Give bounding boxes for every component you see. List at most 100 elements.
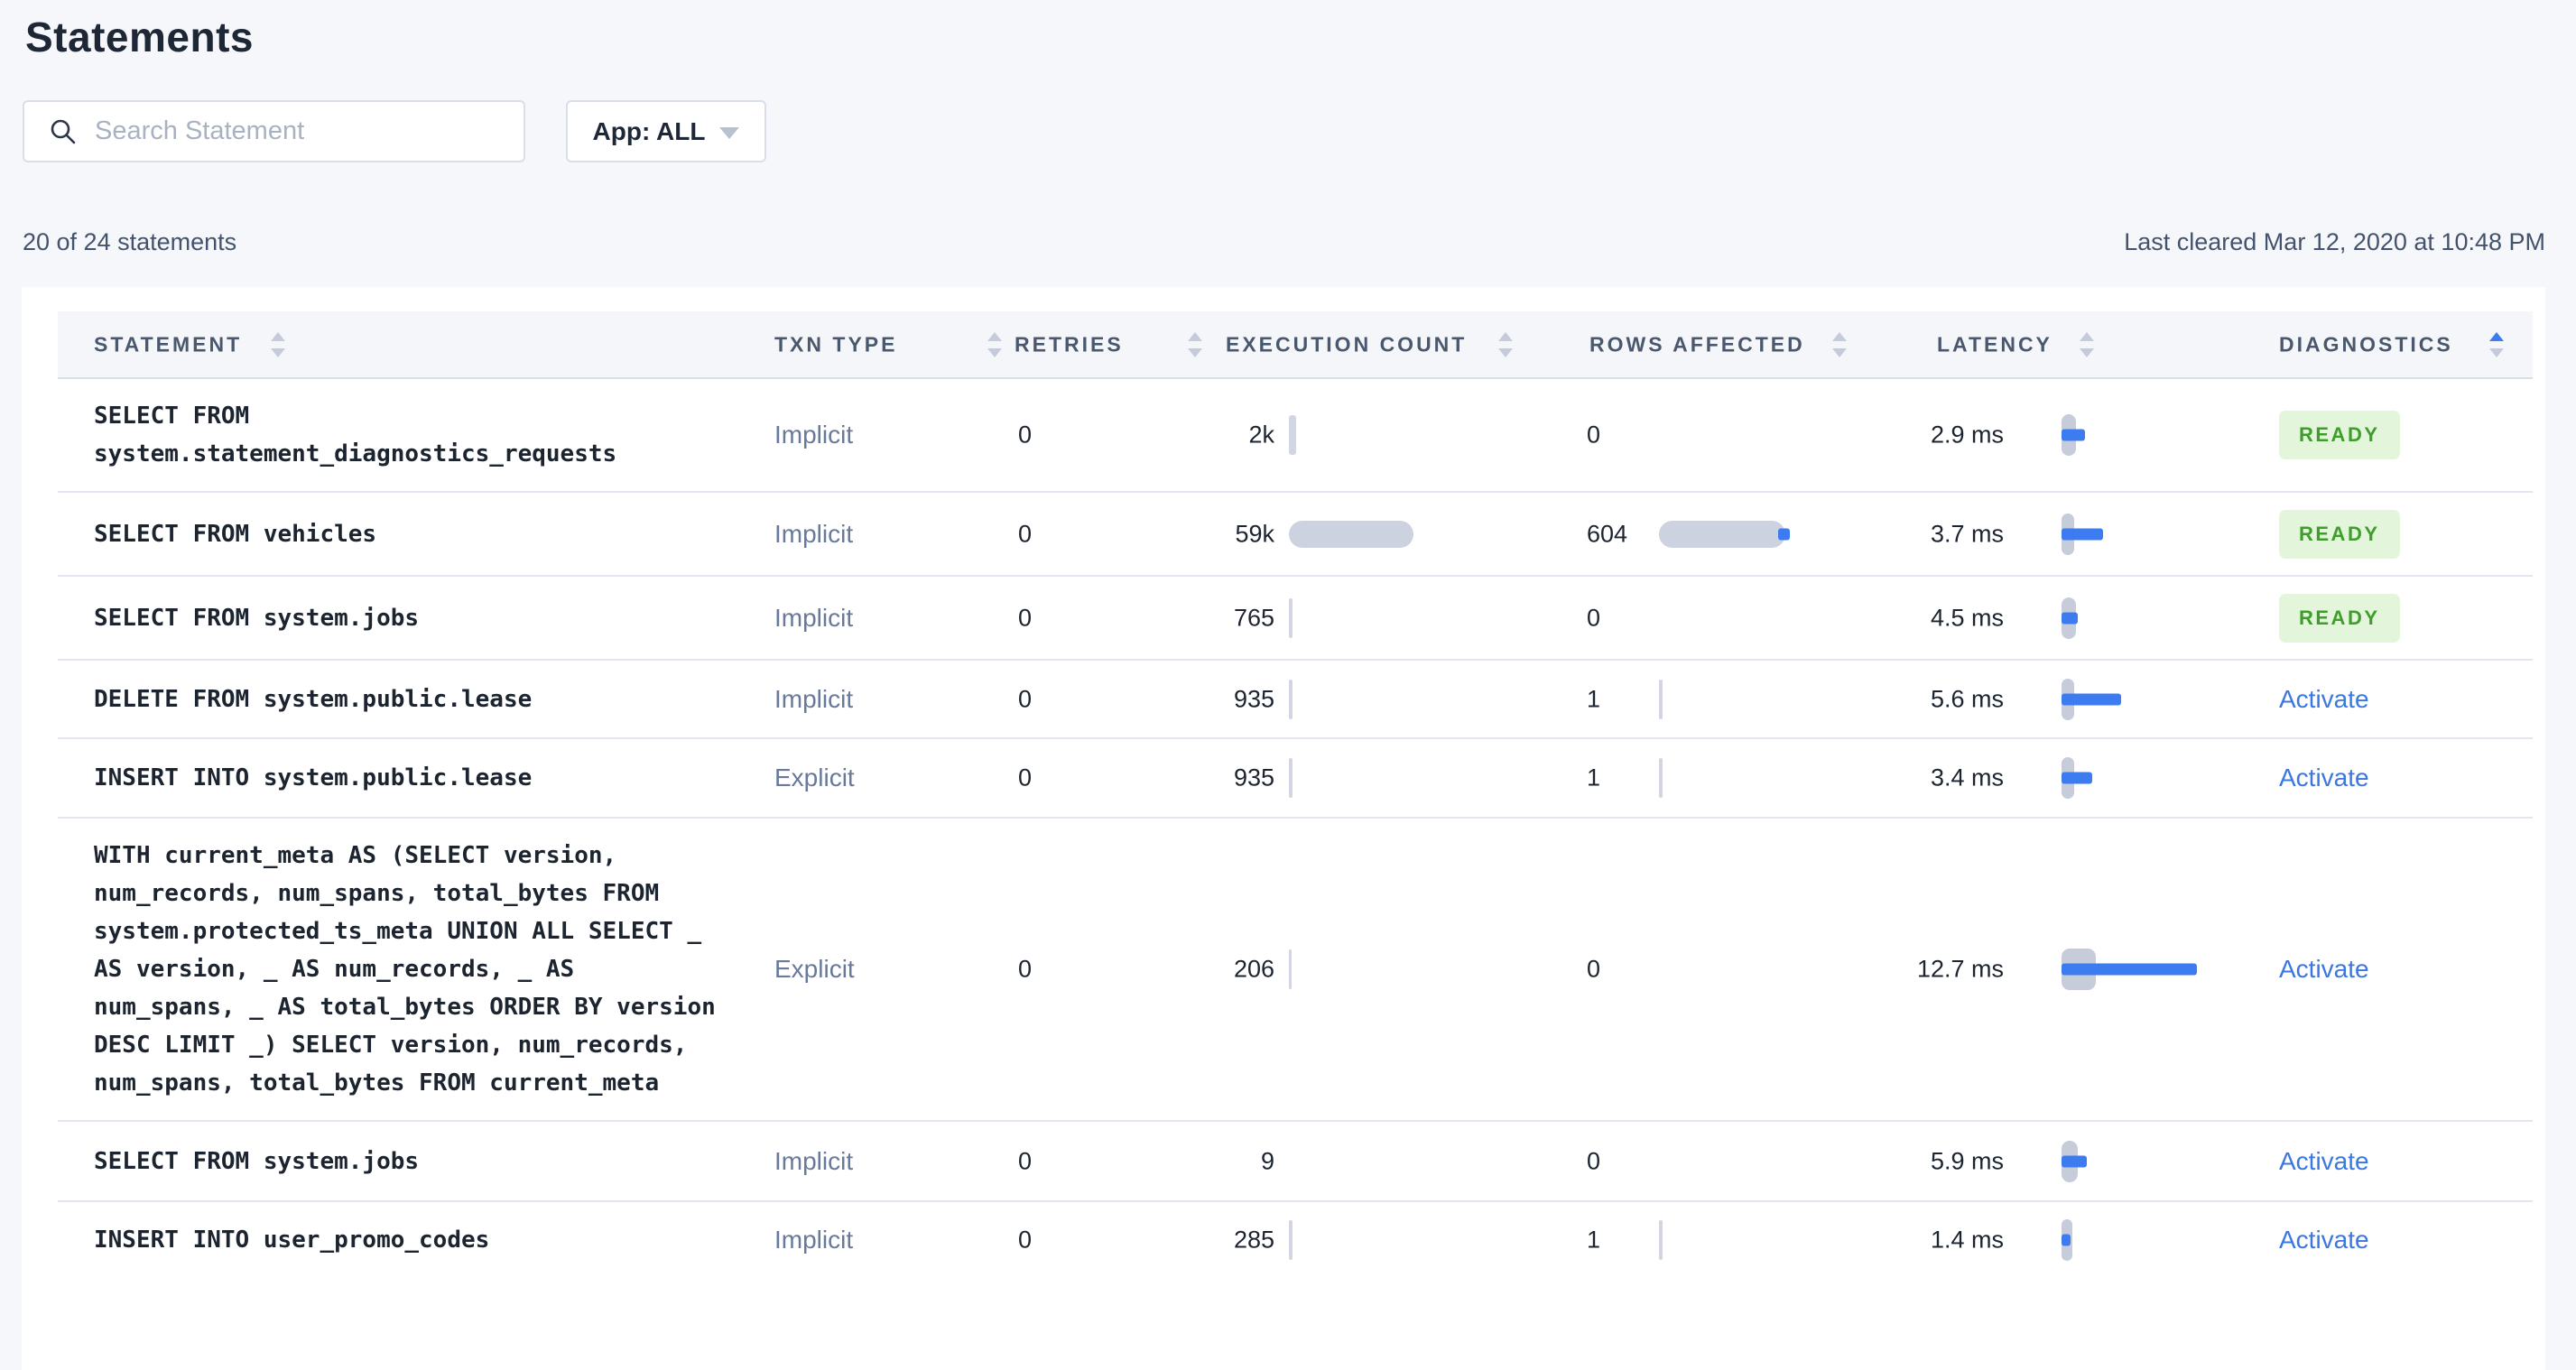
- statement-text[interactable]: WITH current_meta AS (SELECT version, nu…: [94, 842, 716, 1097]
- activate-diagnostics-link[interactable]: Activate: [2279, 1226, 2369, 1254]
- col-header-retries[interactable]: RETRIES: [1015, 332, 1124, 356]
- rows-affected-value: 0: [1587, 421, 1601, 449]
- execution-count-value: 285: [1233, 1226, 1274, 1254]
- retries-value: 0: [1018, 520, 1033, 547]
- app-filter-dropdown[interactable]: App: ALL: [566, 100, 766, 162]
- execution-count-bar: [1289, 597, 1293, 638]
- latency-value: 3.4 ms: [1930, 764, 2004, 791]
- sort-icon-execution-count[interactable]: [1498, 331, 1513, 357]
- rows-affected-value: 1: [1587, 764, 1601, 791]
- txn-type-value: Explicit: [774, 764, 855, 791]
- txn-type-value: Implicit: [774, 421, 854, 449]
- sort-icon-latency[interactable]: [2080, 331, 2094, 357]
- txn-type-value: Explicit: [774, 955, 855, 983]
- sort-icon-diagnostics[interactable]: [2489, 331, 2504, 357]
- chevron-down-icon: [719, 127, 740, 139]
- app-filter-label: App: ALL: [592, 116, 706, 145]
- execution-count-value: 2k: [1248, 421, 1274, 449]
- activate-diagnostics-link[interactable]: Activate: [2279, 1146, 2369, 1175]
- txn-type-value: Implicit: [774, 684, 854, 713]
- col-header-statement[interactable]: STATEMENT: [94, 332, 243, 356]
- execution-count-value: 765: [1233, 604, 1274, 631]
- statement-text[interactable]: INSERT INTO user_promo_codes: [94, 1227, 490, 1254]
- col-header-execution-count[interactable]: EXECUTION COUNT: [1226, 332, 1468, 356]
- retries-value: 0: [1018, 955, 1033, 983]
- sort-icon-retries[interactable]: [1188, 331, 1202, 357]
- table-header-row: STATEMENT TXN TYPE RETRIES EXECUTION COU…: [58, 311, 2533, 379]
- statements-table: STATEMENT TXN TYPE RETRIES EXECUTION COU…: [22, 287, 2545, 1370]
- rows-affected-bar: [1659, 520, 1790, 548]
- table-row[interactable]: WITH current_meta AS (SELECT version, nu…: [58, 819, 2533, 1122]
- latency-value: 3.7 ms: [1930, 520, 2004, 547]
- page-title: Statements: [25, 14, 254, 60]
- retries-value: 0: [1018, 764, 1033, 791]
- statement-count: 20 of 24 statements: [23, 228, 237, 255]
- execution-count-bar: [1289, 949, 1292, 989]
- sort-icon-txn-type[interactable]: [987, 331, 1002, 357]
- table-row[interactable]: SELECT FROM vehicles Implicit 0 59k 604 …: [58, 493, 2533, 577]
- statement-text[interactable]: SELECT FROM system.jobs: [94, 604, 420, 632]
- sort-icon-statement[interactable]: [271, 331, 285, 357]
- diagnostics-ready-badge[interactable]: READY: [2279, 509, 2400, 559]
- col-header-diagnostics[interactable]: DIAGNOSTICS: [2279, 332, 2453, 356]
- execution-count-value: 59k: [1235, 520, 1274, 547]
- activate-diagnostics-link[interactable]: Activate: [2279, 684, 2369, 713]
- rows-affected-bar: [1659, 1220, 1663, 1260]
- latency-value: 12.7 ms: [1916, 955, 2004, 983]
- rows-affected-value: 1: [1587, 685, 1601, 712]
- rows-affected-value: 1: [1587, 1226, 1601, 1254]
- latency-value: 5.9 ms: [1930, 1147, 2004, 1174]
- last-cleared-text: Last cleared Mar 12, 2020 at 10:48 PM: [2124, 228, 2545, 255]
- col-header-latency[interactable]: LATENCY: [1937, 332, 2052, 356]
- execution-count-bar: [1289, 1220, 1293, 1260]
- execution-count-bar: [1289, 758, 1293, 798]
- col-header-txn-type[interactable]: TXN TYPE: [774, 332, 898, 356]
- retries-value: 0: [1018, 421, 1033, 449]
- execution-count-bar: [1289, 520, 1413, 548]
- latency-value: 2.9 ms: [1930, 421, 2004, 449]
- statement-text[interactable]: INSERT INTO system.public.lease: [94, 764, 533, 791]
- execution-count-bar: [1289, 679, 1293, 719]
- diagnostics-ready-badge[interactable]: READY: [2279, 411, 2400, 459]
- statement-text[interactable]: DELETE FROM system.public.lease: [94, 685, 533, 713]
- table-row[interactable]: SELECT FROM system.jobs Implicit 0 765 0…: [58, 577, 2533, 661]
- latency-value: 5.6 ms: [1930, 685, 2004, 712]
- statement-text[interactable]: SELECT FROM system.statement_diagnostics…: [94, 403, 617, 467]
- execution-count-value: 935: [1233, 764, 1274, 791]
- execution-count-value: 9: [1260, 1147, 1274, 1174]
- txn-type-value: Implicit: [774, 603, 854, 632]
- statement-text[interactable]: SELECT FROM system.jobs: [94, 1147, 420, 1175]
- activate-diagnostics-link[interactable]: Activate: [2279, 955, 2369, 983]
- statement-text[interactable]: SELECT FROM vehicles: [94, 520, 377, 548]
- execution-count-bar: [1289, 415, 1296, 455]
- execution-count-value: 935: [1233, 685, 1274, 712]
- diagnostics-ready-badge[interactable]: READY: [2279, 593, 2400, 643]
- search-input[interactable]: [93, 116, 485, 147]
- activate-diagnostics-link[interactable]: Activate: [2279, 764, 2369, 791]
- table-row[interactable]: DELETE FROM system.public.lease Implicit…: [58, 661, 2533, 739]
- rows-affected-bar: [1659, 679, 1663, 719]
- rows-affected-value: 604: [1587, 520, 1628, 547]
- table-row[interactable]: INSERT INTO user_promo_codes Implicit 0 …: [58, 1202, 2533, 1328]
- search-icon: [51, 119, 76, 143]
- col-header-rows-affected[interactable]: ROWS AFFECTED: [1589, 332, 1805, 356]
- latency-value: 1.4 ms: [1930, 1226, 2004, 1254]
- latency-value: 4.5 ms: [1930, 604, 2004, 631]
- txn-type-value: Implicit: [774, 1146, 854, 1175]
- retries-value: 0: [1018, 1226, 1033, 1254]
- rows-affected-value: 0: [1587, 604, 1601, 631]
- rows-affected-value: 0: [1587, 955, 1601, 983]
- txn-type-value: Implicit: [774, 1226, 854, 1254]
- search-box[interactable]: [23, 100, 525, 162]
- rows-affected-bar: [1659, 758, 1663, 798]
- execution-count-value: 206: [1233, 955, 1274, 983]
- stddev-dot: [1778, 528, 1790, 540]
- retries-value: 0: [1018, 685, 1033, 712]
- retries-value: 0: [1018, 604, 1033, 631]
- sort-icon-rows-affected[interactable]: [1832, 331, 1847, 357]
- table-row[interactable]: SELECT FROM system.statement_diagnostics…: [58, 379, 2533, 493]
- rows-affected-value: 0: [1587, 1147, 1601, 1174]
- table-row[interactable]: INSERT INTO system.public.lease Explicit…: [58, 739, 2533, 819]
- retries-value: 0: [1018, 1147, 1033, 1174]
- table-row[interactable]: SELECT FROM system.jobs Implicit 0 9 0 5…: [58, 1122, 2533, 1202]
